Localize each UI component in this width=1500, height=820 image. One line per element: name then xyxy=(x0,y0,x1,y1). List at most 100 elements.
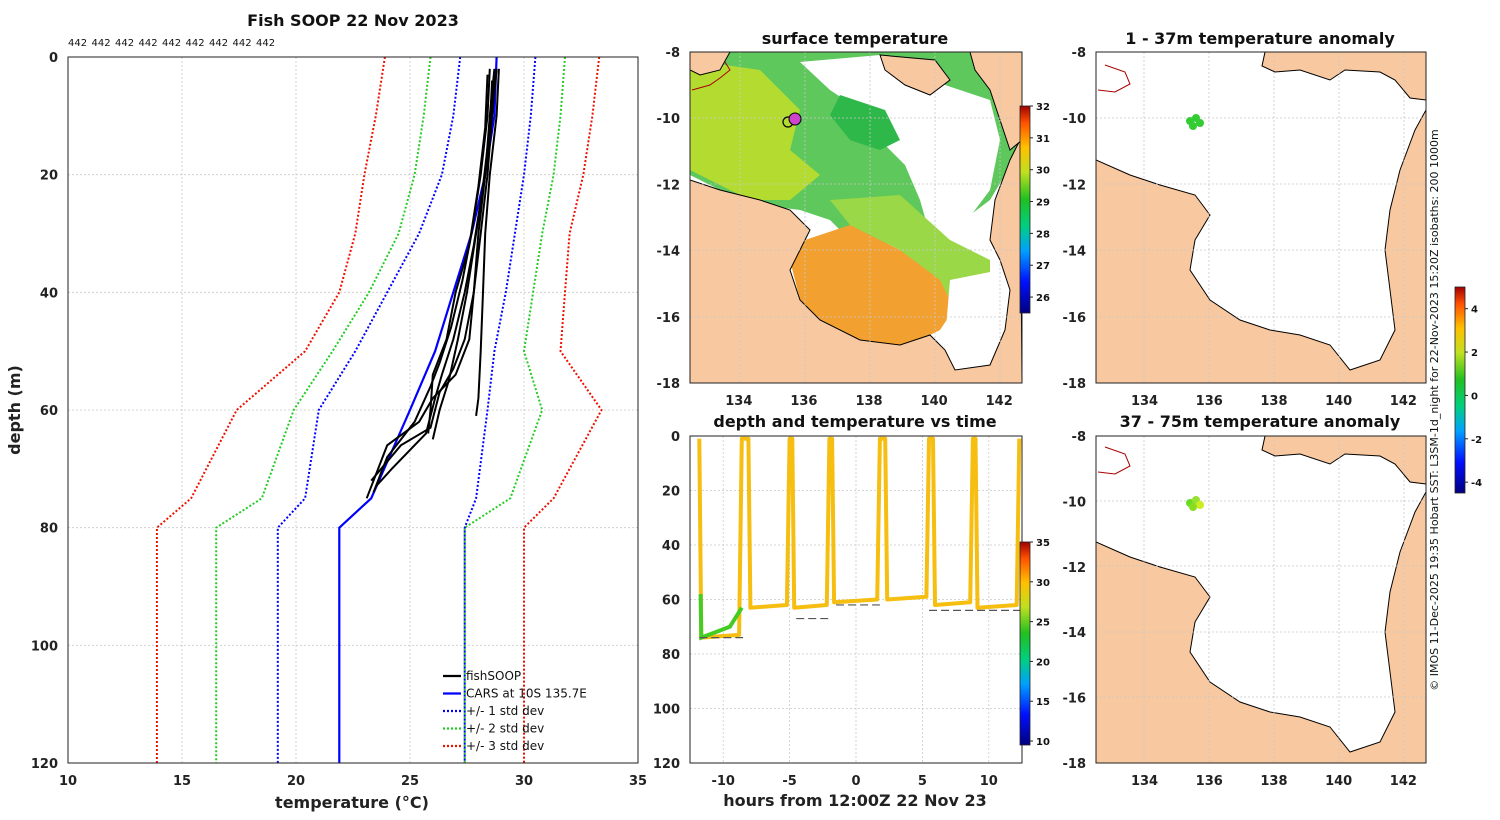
map-xtick: 140 xyxy=(1325,774,1352,789)
count-label: 442 xyxy=(162,38,181,49)
sst-colorbar-ticks: 26 27 28 29 30 31 32 xyxy=(1030,102,1050,304)
legend-entry: CARS at 10S 135.7E xyxy=(466,687,587,701)
profile-frame xyxy=(67,56,639,764)
map-xtick: 136 xyxy=(1196,774,1223,789)
colorbar-tick: 28 xyxy=(1036,229,1050,240)
map-ytick: -10 xyxy=(657,112,681,127)
anomaly1-isobath-red xyxy=(1097,64,1131,93)
count-label: 442 xyxy=(256,38,275,49)
profile-panel: Fish SOOP 22 Nov 2023 442 442 442 442 442 442… xyxy=(5,11,647,812)
anomaly2-land-north xyxy=(1261,436,1426,485)
colorbar-tick: 31 xyxy=(1036,134,1050,145)
profile-xlabel: temperature (°C) xyxy=(275,793,429,812)
map-xtick: 134 xyxy=(1131,394,1158,409)
count-label: 442 xyxy=(186,38,205,49)
anomaly2-ticks: 134 136 138 140 142 -8 -10 -12 -14 -16 -18 xyxy=(1063,430,1417,789)
count-label: 442 xyxy=(209,38,228,49)
depthtime-colorbar-ticks: 10 15 20 25 30 35 xyxy=(1030,538,1050,748)
map-ytick: -8 xyxy=(1072,46,1086,61)
map-ytick: -18 xyxy=(1063,757,1087,772)
map-ytick: -16 xyxy=(657,311,681,326)
profile-ytick: 80 xyxy=(40,522,58,537)
depthtime-xtick: 0 xyxy=(851,774,860,789)
anomaly1-panel: 1 - 37m temperature anomaly 134 136 138 140… xyxy=(1063,29,1427,409)
depthtime-deep-trace xyxy=(698,594,744,641)
count-label: 442 xyxy=(92,38,111,49)
profile-xtick: 25 xyxy=(401,774,419,789)
colorbar-tick: 35 xyxy=(1036,538,1050,549)
anomaly1-points xyxy=(1186,114,1204,130)
profile-lines xyxy=(155,56,603,763)
std3-minus-line xyxy=(155,56,386,763)
profile-ytick: 100 xyxy=(31,639,58,654)
map-ytick: -10 xyxy=(1063,495,1087,510)
profile-xtick: 15 xyxy=(173,774,191,789)
fishsoop-profile-line xyxy=(370,68,498,482)
map-ytick: -12 xyxy=(1063,561,1087,576)
map-ytick: -8 xyxy=(1072,430,1086,445)
sst-land-cape xyxy=(969,52,1022,151)
depthtime-colorbar xyxy=(1019,541,1031,746)
anomaly-colorbar-ticks: -4 -2 0 2 4 xyxy=(1465,305,1482,489)
sst-field-yellow xyxy=(690,60,820,200)
depthtime-xtick: -10 xyxy=(711,774,735,789)
sst-field-east-white xyxy=(945,270,1015,370)
map-ytick: -14 xyxy=(657,245,681,260)
depthtime-ytick: 0 xyxy=(671,430,680,445)
depthtime-ytick: 80 xyxy=(662,648,680,663)
anomaly1-title: 1 - 37m temperature anomaly xyxy=(1125,29,1395,48)
anomaly1-land-north xyxy=(1261,52,1426,101)
profile-xtick: 10 xyxy=(59,774,77,789)
depthtime-trace xyxy=(697,436,1022,640)
fishsoop-profile-line xyxy=(475,68,500,417)
fishsoop-profile-line xyxy=(431,68,496,440)
profile-title: Fish SOOP 22 Nov 2023 xyxy=(247,11,459,30)
anomaly2-isobath-red xyxy=(1097,446,1131,475)
profile-xtick: 30 xyxy=(515,774,533,789)
anomaly1-frame xyxy=(1095,51,1427,384)
profile-ytick: 20 xyxy=(40,169,58,184)
map-xtick: 138 xyxy=(1260,394,1287,409)
profile-xtick: 35 xyxy=(629,774,647,789)
legend-entry: +/- 3 std dev xyxy=(466,739,544,753)
map-xtick: 142 xyxy=(1390,394,1417,409)
anomaly1-ticks: 134 136 138 140 142 -8 -10 -12 -14 -16 -18 xyxy=(1063,46,1417,409)
profile-ticks: 10 15 20 25 30 35 0 20 40 60 80 100 120 xyxy=(31,51,647,789)
colorbar-tick: 25 xyxy=(1036,618,1050,629)
std1-plus-line xyxy=(463,56,537,763)
depthtime-xtick: 10 xyxy=(980,774,998,789)
depthtime-ytick: 40 xyxy=(662,539,680,554)
profile-xtick: 20 xyxy=(287,774,305,789)
sst-field-north-green xyxy=(830,95,900,150)
anomaly2-panel: 37 - 75m temperature anomaly 134 136 138 14… xyxy=(1063,286,1482,789)
colorbar-tick: 20 xyxy=(1036,657,1050,668)
count-label: 442 xyxy=(139,38,158,49)
depthtime-ytick: 20 xyxy=(662,485,680,500)
anomaly2-map xyxy=(1096,436,1426,763)
fishsoop-profile-line xyxy=(427,74,489,434)
colorbar-tick: 29 xyxy=(1036,198,1050,209)
sst-colorbar xyxy=(1019,105,1031,314)
depthtime-ytick: 60 xyxy=(662,594,680,609)
map-xtick: 140 xyxy=(1325,394,1352,409)
map-ytick: -10 xyxy=(1063,112,1087,127)
profile-legend: fishSOOP CARS at 10S 135.7E +/- 1 std dev +… xyxy=(443,669,587,753)
count-label: 442 xyxy=(233,38,252,49)
sst-isobath-red xyxy=(691,61,731,91)
colorbar-tick: 4 xyxy=(1471,305,1478,316)
anomaly2-points xyxy=(1186,496,1204,511)
depthtime-xtick: 5 xyxy=(918,774,927,789)
anomaly2-land-south xyxy=(1096,491,1426,763)
map-ytick: -8 xyxy=(666,46,680,61)
anomaly-colorbar xyxy=(1454,286,1466,494)
depthtime-xtick: -5 xyxy=(782,774,796,789)
legend-entry: fishSOOP xyxy=(466,669,521,683)
std3-plus-line xyxy=(523,56,603,763)
sst-map xyxy=(690,52,1022,383)
credit-text: © IMOS 11-Dec-2025 19:35 Hobart SST: L3S… xyxy=(1428,129,1441,690)
sst-land-south xyxy=(690,139,1022,383)
anomaly2-grid xyxy=(1096,436,1426,763)
map-xtick: 138 xyxy=(1260,774,1287,789)
map-ytick: -16 xyxy=(1063,311,1087,326)
